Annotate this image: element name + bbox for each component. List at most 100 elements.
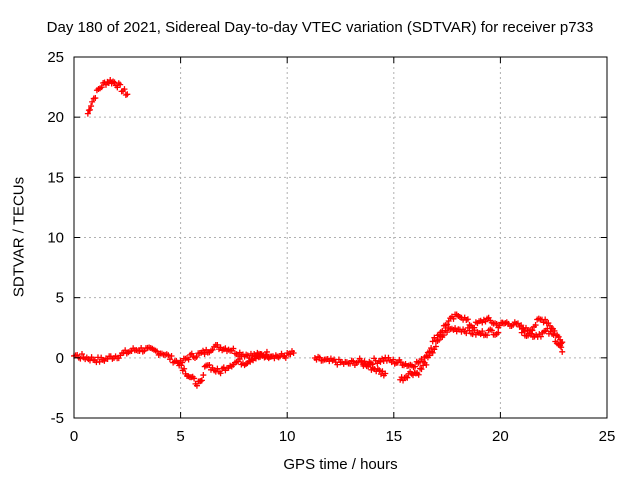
data-point — [89, 98, 96, 105]
data-point — [496, 322, 503, 329]
x-axis-label: GPS time / hours — [283, 456, 398, 473]
data-point — [450, 315, 457, 322]
data-point — [484, 332, 491, 339]
data-point — [495, 329, 502, 336]
data-point — [209, 346, 216, 353]
data-point — [493, 321, 500, 328]
data-point — [400, 377, 407, 384]
data-point — [382, 370, 389, 377]
data-point — [98, 84, 105, 91]
data-point — [193, 353, 200, 360]
data-point — [429, 349, 436, 356]
data-point — [201, 351, 208, 358]
data-point — [199, 347, 206, 354]
data-point — [376, 367, 383, 374]
y-tick-label: 0 — [56, 350, 64, 367]
data-point — [436, 336, 443, 343]
data-point — [154, 348, 161, 355]
data-point — [537, 333, 544, 340]
series-high-arc — [84, 77, 131, 117]
data-point — [423, 361, 430, 368]
data-point — [444, 329, 451, 336]
x-tick-label: 20 — [492, 428, 509, 445]
chart-title: Day 180 of 2021, Sidereal Day-to-day VTE… — [46, 19, 594, 36]
axis-ticks: 0 5 10 15 20 25 -5 0 5 10 15 20 25 — [47, 49, 615, 445]
data-point — [426, 352, 433, 359]
series-main-trace — [71, 311, 566, 370]
data-point — [114, 84, 121, 91]
data-point — [397, 359, 404, 366]
data-point — [92, 95, 99, 102]
data-point — [188, 350, 195, 357]
data-point — [267, 353, 274, 360]
data-point — [316, 354, 323, 361]
data-point — [236, 349, 243, 356]
data-point — [200, 372, 207, 379]
data-point — [334, 361, 341, 368]
data-point — [217, 370, 224, 377]
data-point — [444, 321, 451, 328]
y-tick-label: 10 — [47, 230, 64, 247]
data-point — [502, 320, 509, 327]
data-point — [529, 327, 536, 334]
data-point — [452, 325, 459, 332]
data-point — [185, 356, 192, 363]
series-lower-branch — [175, 324, 566, 389]
data-point — [418, 366, 425, 373]
data-point — [214, 341, 221, 348]
data-points — [71, 77, 566, 389]
data-point — [121, 86, 128, 93]
data-point — [84, 110, 91, 117]
data-point — [390, 356, 397, 363]
data-point — [464, 316, 471, 323]
y-tick-label: 20 — [47, 109, 64, 126]
data-point — [559, 339, 566, 346]
data-point — [518, 329, 525, 336]
data-point — [236, 356, 243, 363]
data-point — [550, 331, 557, 338]
data-point — [178, 362, 185, 369]
data-point — [555, 333, 562, 340]
data-point — [193, 382, 200, 389]
y-tick-label: 15 — [47, 169, 64, 186]
data-point — [488, 327, 495, 334]
data-point — [412, 363, 419, 370]
data-point — [124, 91, 131, 98]
data-point — [518, 322, 525, 329]
data-point — [88, 103, 95, 110]
data-point — [440, 332, 447, 339]
data-point — [558, 344, 565, 351]
data-point — [111, 79, 118, 86]
data-point — [282, 354, 289, 361]
x-tick-label: 15 — [385, 428, 402, 445]
data-point — [514, 320, 521, 327]
y-tick-label: -5 — [51, 410, 64, 427]
data-point — [542, 316, 549, 323]
data-point — [78, 351, 85, 358]
data-point — [358, 359, 365, 366]
x-tick-label: 0 — [70, 428, 78, 445]
data-point — [168, 352, 175, 359]
data-point — [198, 377, 205, 384]
data-point — [377, 358, 384, 365]
y-tick-label: 5 — [56, 290, 64, 307]
data-point — [544, 325, 551, 332]
data-point — [96, 358, 103, 365]
data-point — [166, 356, 173, 363]
data-point — [122, 347, 129, 354]
y-tick-label: 25 — [47, 49, 64, 66]
data-point — [122, 91, 129, 98]
data-point — [191, 375, 198, 382]
data-point — [471, 327, 478, 334]
data-point — [528, 330, 535, 337]
data-point — [559, 348, 566, 355]
data-point — [117, 81, 124, 88]
data-point — [479, 328, 486, 335]
data-point — [206, 361, 213, 368]
data-point — [287, 351, 294, 358]
data-point — [252, 355, 259, 362]
data-point — [366, 361, 373, 368]
data-point — [181, 365, 188, 372]
x-tick-label: 10 — [279, 428, 296, 445]
